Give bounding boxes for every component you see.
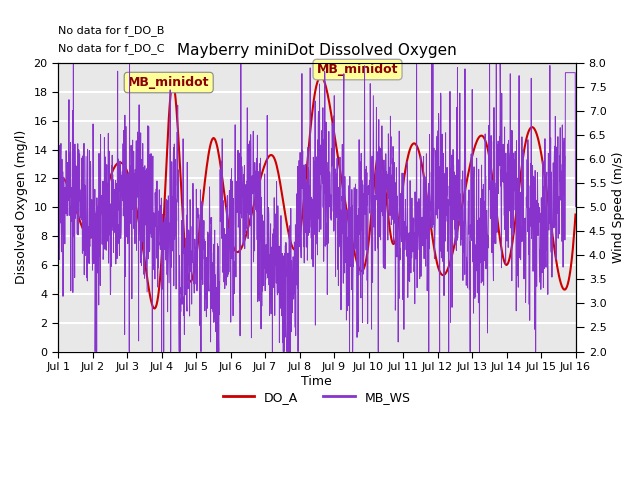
Text: MB_minidot: MB_minidot (128, 76, 209, 89)
Y-axis label: Dissolved Oxygen (mg/l): Dissolved Oxygen (mg/l) (15, 130, 28, 285)
Text: MB_minidot: MB_minidot (317, 63, 398, 76)
Legend: DO_A, MB_WS: DO_A, MB_WS (218, 386, 415, 409)
Text: No data for f_DO_C: No data for f_DO_C (58, 43, 164, 54)
Title: Mayberry miniDot Dissolved Oxygen: Mayberry miniDot Dissolved Oxygen (177, 43, 457, 58)
Text: No data for f_DO_B: No data for f_DO_B (58, 25, 164, 36)
X-axis label: Time: Time (301, 375, 332, 388)
Y-axis label: Wind Speed (m/s): Wind Speed (m/s) (612, 152, 625, 263)
